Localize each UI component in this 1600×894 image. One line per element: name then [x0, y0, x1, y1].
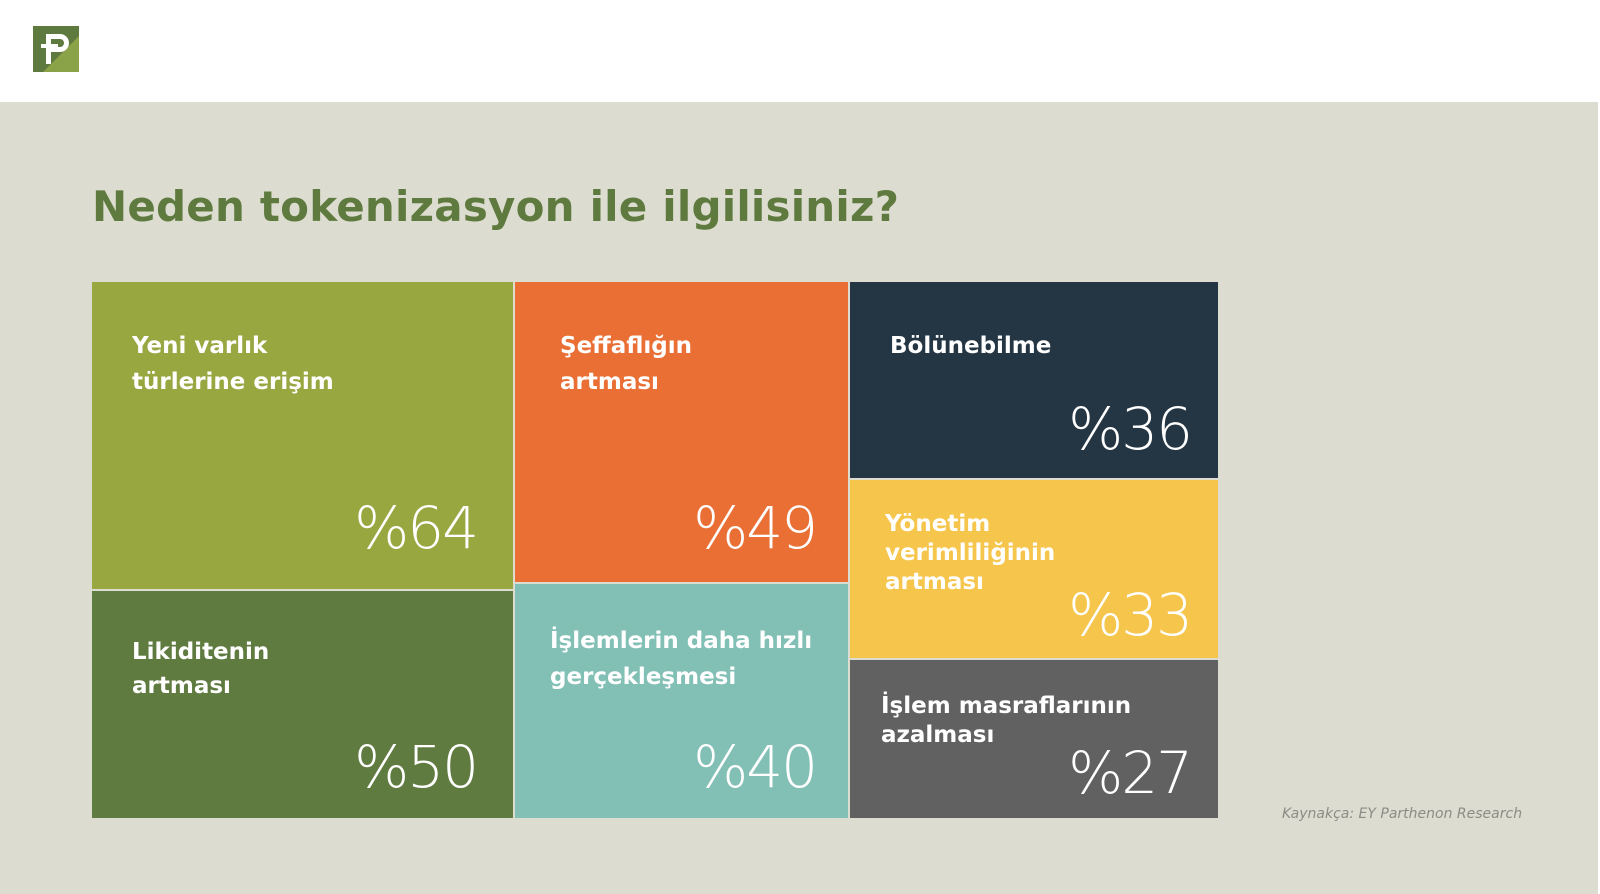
tile-label-yeni-varlik-2: türlerine erişim [132, 369, 334, 395]
tile-label-masraf-2: azalması [881, 722, 995, 748]
tile-label-seffaflik-1: Şeffaflığın [560, 333, 692, 359]
tile-label-yeni-varlik-1: Yeni varlık [132, 333, 268, 359]
tile-label-hizli-islem-1: İşlemlerin daha hızlı [550, 628, 813, 654]
treemap-tile-seffaflik: Şeffaflığın artması %49 [515, 282, 850, 584]
treemap-tile-hizli-islem: İşlemlerin daha hızlı gerçekleşmesi %40 [515, 584, 850, 820]
tile-label-yonetim-3: artması [885, 569, 984, 595]
treemap-tile-likidite: Likiditenin artması %50 [92, 591, 515, 820]
source-note: Kaynakça: EY Parthenon Research [1282, 806, 1523, 822]
tile-label-hizli-islem-2: gerçekleşmesi [550, 664, 737, 690]
parthenon-logo-icon [33, 26, 79, 72]
tile-value-likidite: %50 [354, 733, 479, 801]
tile-label-seffaflik-2: artması [560, 369, 659, 395]
page-title: Neden tokenizasyon ile ilgilisiniz? [92, 182, 900, 231]
treemap-tile-bolunebilme: Bölünebilme %36 [850, 282, 1220, 480]
treemap-tile-yeni-varlik: Yeni varlık türlerine erişim %64 [92, 282, 515, 591]
tile-value-hizli-islem: %40 [693, 733, 818, 801]
tile-label-likidite-2: artması [132, 673, 231, 699]
tile-label-likidite-1: Likiditenin [132, 639, 270, 665]
header-bar [0, 0, 1600, 102]
treemap-tile-masraf: İşlem masraflarının azalması %27 [850, 660, 1220, 820]
tile-value-yonetim: %33 [1068, 581, 1193, 649]
tile-label-yonetim-2: verimliliğinin [885, 540, 1056, 566]
tile-value-yeni-varlik: %64 [354, 494, 479, 562]
treemap-chart: Yeni varlık türlerine erişim %64 Likiditeni… [92, 282, 1220, 820]
tile-label-bolunebilme-1: Bölünebilme [890, 333, 1052, 359]
tile-value-masraf: %27 [1068, 739, 1193, 807]
treemap-tile-yonetim: Yönetim verimliliğinin artması %33 [850, 480, 1220, 660]
tile-value-bolunebilme: %36 [1068, 395, 1193, 463]
tile-label-yonetim-1: Yönetim [885, 511, 991, 537]
tile-label-masraf-1: İşlem masraflarının [881, 693, 1132, 719]
right-edge-strip [1598, 0, 1600, 894]
tile-value-seffaflik: %49 [693, 494, 818, 562]
